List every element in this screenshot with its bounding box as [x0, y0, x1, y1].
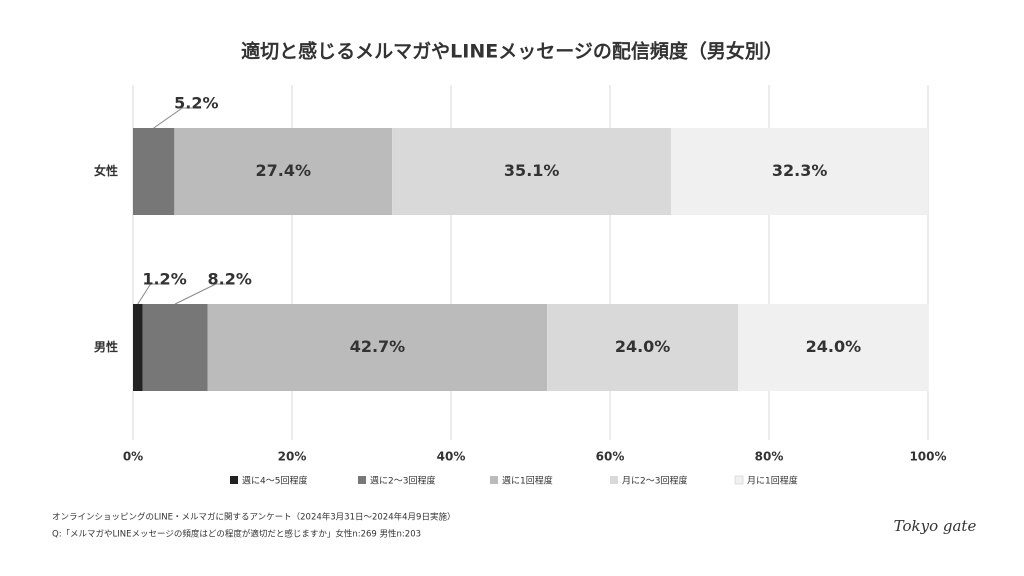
legend-label: 月に1回程度 [747, 475, 798, 487]
x-tick-label: 60% [596, 450, 625, 464]
x-tick-label: 20% [278, 450, 307, 464]
data-label: 32.3% [772, 161, 828, 180]
data-label: 27.4% [255, 161, 311, 180]
x-tick-label: 0% [123, 450, 143, 464]
data-label: 42.7% [350, 337, 406, 356]
leader-line [153, 107, 193, 129]
x-tick-label: 40% [437, 450, 466, 464]
legend-label: 月に2〜3回程度 [622, 475, 687, 487]
x-tick-label: 80% [755, 450, 784, 464]
legend-label: 週に1回程度 [502, 475, 553, 487]
category-label: 女性 [94, 163, 118, 178]
data-label: 24.0% [615, 337, 671, 356]
legend-swatch [734, 475, 744, 485]
bar-segment [142, 304, 208, 391]
logo: Tokyo gate [894, 517, 977, 535]
data-label: 8.2% [208, 270, 252, 289]
data-label: 24.0% [806, 337, 862, 356]
bar-segment [133, 128, 175, 215]
footnote: オンラインショッピングのLINE・メルマガに関するアンケート（2024年3月31… [52, 512, 455, 523]
legend-swatch [610, 476, 618, 484]
bar-segment [671, 128, 928, 215]
bar-segment [207, 304, 548, 391]
legend-label: 週に4〜5回程度 [242, 475, 307, 487]
bar-segment [133, 304, 143, 391]
category-label: 男性 [94, 339, 118, 354]
data-label: 1.2% [142, 270, 186, 289]
bar-segment [737, 304, 929, 391]
leader-line [174, 283, 226, 305]
chart-title: 適切と感じるメルマガやLINEメッセージの配信頻度（男女別） [241, 40, 783, 63]
bar-segment [547, 304, 738, 391]
leader-line [137, 283, 161, 305]
legend-swatch [230, 476, 238, 484]
legend-swatch [358, 476, 366, 484]
legend-swatch [490, 476, 498, 484]
data-label: 35.1% [504, 161, 560, 180]
legend-label: 週に2〜3回程度 [370, 475, 435, 487]
x-tick-label: 100% [909, 450, 946, 464]
bar-segment [174, 128, 393, 215]
bar-segment [392, 128, 672, 215]
data-label: 5.2% [174, 94, 218, 113]
footnote: Q:「メルマガやLINEメッセージの頻度はどの程度が適切だと感じますか」女性n:… [52, 529, 421, 540]
